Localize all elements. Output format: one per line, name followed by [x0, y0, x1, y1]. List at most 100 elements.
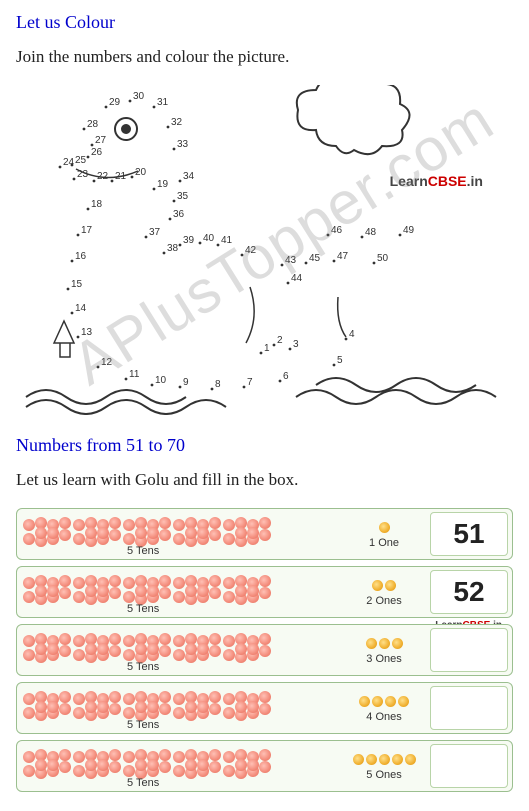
svg-text:21: 21 [115, 171, 127, 182]
ten-cluster [171, 747, 219, 785]
svg-text:14: 14 [75, 303, 87, 314]
one-dot [392, 754, 403, 765]
number-box[interactable]: 51 [430, 512, 508, 556]
one-dot [398, 696, 409, 707]
ten-cluster [221, 689, 269, 727]
svg-text:3: 3 [293, 339, 299, 350]
ones-label: 4 Ones [344, 711, 424, 723]
svg-text:44: 44 [291, 273, 303, 284]
svg-text:45: 45 [309, 253, 321, 264]
section2-title: Numbers from 51 to 70 [16, 435, 513, 456]
svg-text:6: 6 [283, 371, 289, 382]
svg-text:42: 42 [245, 245, 257, 256]
ten-cluster [221, 747, 269, 785]
ten-cluster [71, 747, 119, 785]
tens-row: 5 Tens 3 Ones [16, 624, 513, 676]
svg-text:13: 13 [81, 327, 93, 338]
tens-row: 5 Tens2 Ones52LearnCBSE.in [16, 566, 513, 618]
svg-text:30: 30 [133, 91, 145, 102]
svg-text:1: 1 [264, 343, 270, 354]
svg-text:47: 47 [337, 251, 349, 262]
number-box[interactable] [430, 628, 508, 672]
ten-cluster [221, 631, 269, 669]
svg-text:38: 38 [167, 243, 179, 254]
svg-text:32: 32 [171, 117, 183, 128]
ones-column: 5 Ones [344, 751, 424, 781]
svg-text:36: 36 [173, 209, 185, 220]
ten-cluster [171, 631, 219, 669]
svg-text:29: 29 [109, 97, 121, 108]
brand-learn: Learn [390, 173, 428, 189]
ten-cluster [21, 747, 69, 785]
svg-text:33: 33 [177, 139, 189, 150]
svg-text:22: 22 [97, 171, 109, 182]
section2-instruction: Let us learn with Golu and fill in the b… [16, 470, 513, 490]
ten-cluster [21, 631, 69, 669]
svg-text:48: 48 [365, 227, 377, 238]
svg-text:7: 7 [247, 377, 253, 388]
svg-text:24: 24 [63, 157, 75, 168]
tens-row: 5 Tens5 Ones [16, 740, 513, 792]
svg-text:40: 40 [203, 233, 215, 244]
ten-cluster [221, 515, 269, 553]
one-dot [392, 638, 403, 649]
svg-text:11: 11 [129, 369, 140, 380]
number-box[interactable]: 52 [430, 570, 508, 614]
one-dot [366, 638, 377, 649]
one-dot [372, 580, 383, 591]
svg-text:46: 46 [331, 225, 343, 236]
svg-text:17: 17 [81, 225, 93, 236]
number-box[interactable] [430, 686, 508, 730]
one-dot [379, 522, 390, 533]
svg-text:31: 31 [157, 97, 169, 108]
ten-cluster [171, 515, 219, 553]
section1-title: Let us Colour [16, 12, 513, 33]
brand-cbse: CBSE [428, 173, 467, 189]
svg-text:34: 34 [183, 171, 195, 182]
svg-text:27: 27 [95, 135, 107, 146]
ten-cluster [21, 689, 69, 727]
svg-text:16: 16 [75, 251, 87, 262]
one-dot [366, 754, 377, 765]
svg-text:4: 4 [349, 329, 355, 340]
svg-text:5: 5 [337, 355, 343, 366]
tens-ones-table: 5 Tens1 One515 Tens2 Ones52LearnCBSE.in5… [16, 508, 513, 792]
svg-text:8: 8 [215, 379, 221, 390]
one-dot [379, 638, 390, 649]
svg-text:26: 26 [91, 147, 103, 158]
svg-text:10: 10 [155, 375, 167, 386]
one-dot [385, 696, 396, 707]
ones-label: 2 Ones [344, 595, 424, 607]
one-dot [379, 754, 390, 765]
svg-text:41: 41 [221, 235, 233, 246]
svg-text:28: 28 [87, 119, 99, 130]
svg-text:37: 37 [149, 227, 161, 238]
ones-label: 1 One [344, 537, 424, 549]
ten-cluster [171, 689, 219, 727]
svg-text:12: 12 [101, 357, 113, 368]
one-dot [372, 696, 383, 707]
one-dot [385, 580, 396, 591]
ones-label: 5 Ones [344, 769, 424, 781]
ones-label: 3 Ones [344, 653, 424, 665]
svg-text:25: 25 [75, 155, 87, 166]
tens-label: 5 Tens [127, 661, 159, 673]
tens-label: 5 Tens [127, 719, 159, 731]
svg-text:19: 19 [157, 179, 169, 190]
svg-text:20: 20 [135, 167, 147, 178]
svg-text:15: 15 [71, 279, 83, 290]
ones-column: 4 Ones [344, 693, 424, 723]
one-dot [405, 754, 416, 765]
svg-text:2: 2 [277, 335, 283, 346]
ones-column: 1 One [344, 519, 424, 549]
ten-cluster [21, 515, 69, 553]
number-box[interactable] [430, 744, 508, 788]
ones-column: 2 Ones [344, 577, 424, 607]
svg-text:23: 23 [77, 169, 89, 180]
svg-text:18: 18 [91, 199, 103, 210]
ten-cluster [71, 515, 119, 553]
ten-cluster [71, 573, 119, 611]
svg-text:39: 39 [183, 235, 195, 246]
tens-row: 5 Tens 4 Ones [16, 682, 513, 734]
svg-text:50: 50 [377, 253, 389, 264]
